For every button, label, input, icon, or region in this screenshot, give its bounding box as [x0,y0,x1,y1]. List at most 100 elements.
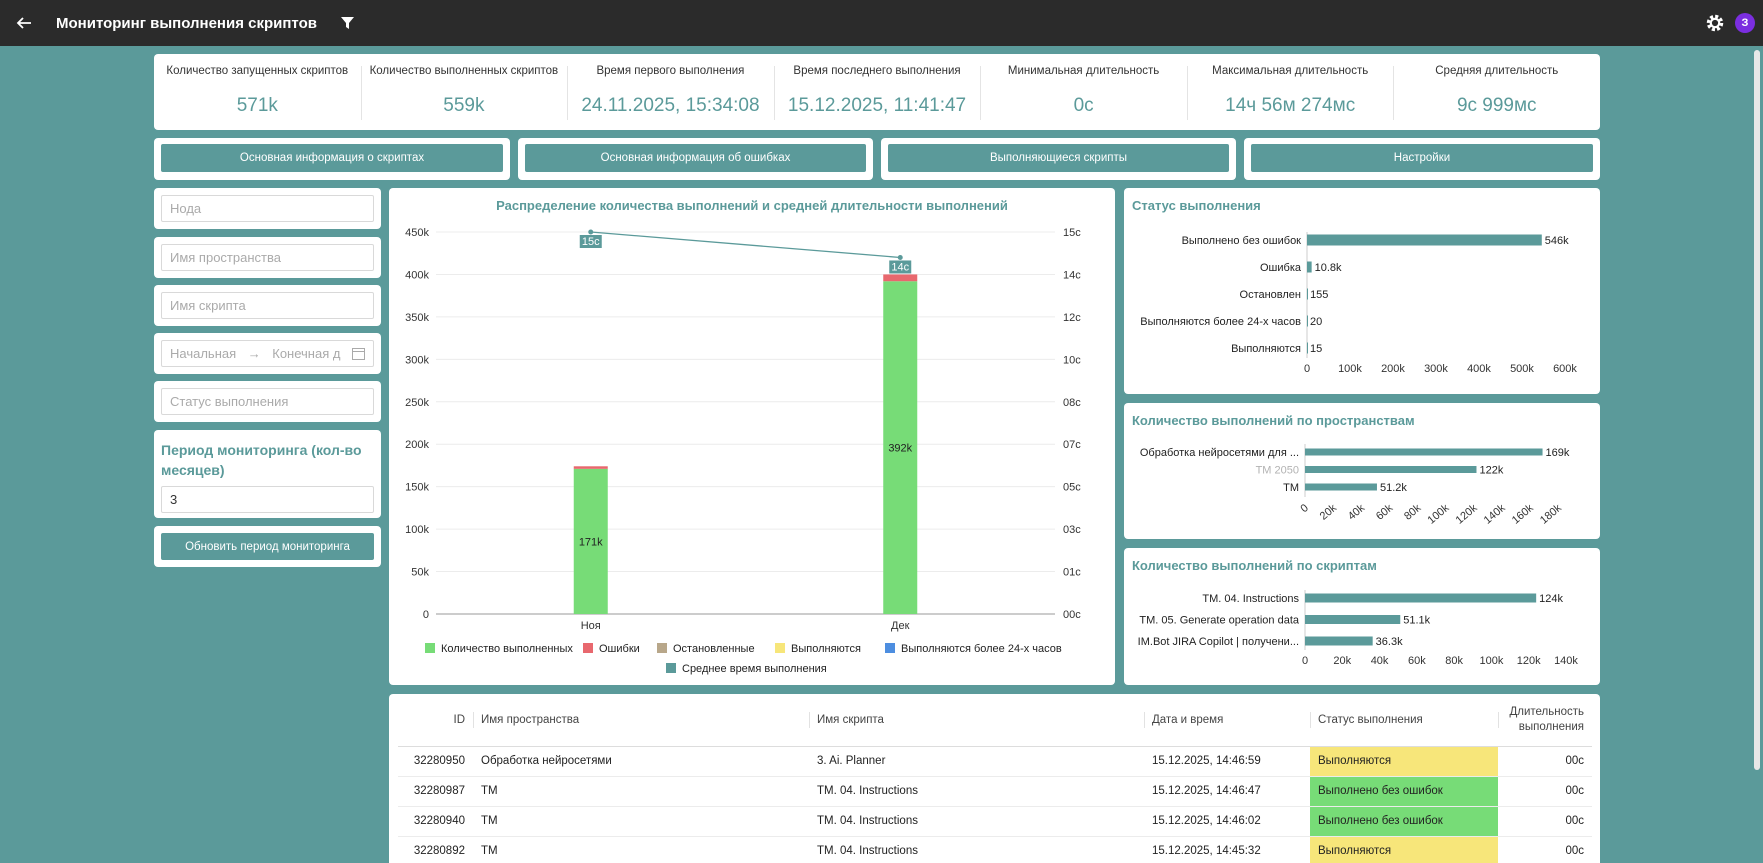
back-arrow-icon[interactable] [2,0,46,46]
bar-value-label: 10.8k [1315,262,1342,274]
nav-button-errors-info[interactable]: Основная информация об ошибках [525,144,866,172]
line-value-label: 14с [891,261,909,273]
bar-value-label: 124k [1539,593,1563,605]
chart-title: Статус выполнения [1132,198,1261,213]
category-label: Выполняются [1231,343,1301,355]
table-row[interactable]: 32280892 TM TM. 04. Instructions 15.12.2025… [398,836,1592,863]
x-tick-label: 100k [1479,655,1503,667]
bar-value-label: 36.3k [1376,636,1403,648]
bar-value-label: 155 [1310,289,1328,301]
node-input[interactable]: Нода [161,195,374,222]
col-space[interactable]: Имя пространства [473,694,809,747]
y-tick-label: 250k [405,397,429,409]
avg-duration-line [590,231,901,259]
cell-datetime: 15.12.2025, 14:46:59 [1144,746,1310,777]
y-tick-label: 200k [405,439,429,451]
space-filter-card: Имя пространства [154,237,381,278]
category-label: Ошибка [1260,262,1302,274]
stat-first-run: Время первого выполнения 24.11.2025, 15:3… [567,54,774,130]
x-tick-label: 60k [1408,655,1426,667]
table-row[interactable]: 32280940 TM TM. 04. Instructions 15.12.2025… [398,806,1592,837]
line-point [897,254,903,260]
legend-swatch [885,643,895,653]
filter-icon[interactable] [339,14,357,32]
bar [1307,234,1542,246]
cell-script: TM. 04. Instructions [809,806,1144,837]
x-tick-label: 20k [1318,502,1340,523]
date-range-picker[interactable]: Начальная → Конечная д [161,340,374,367]
stat-avg-duration: Средняя длительность 9с 999мс [1393,54,1600,130]
cell-space: Обработка нейросетями [473,746,809,777]
nav-button-scripts-info[interactable]: Основная информация о скриптах [161,144,503,172]
cell-script: 3. Ai. Planner [809,746,1144,777]
x-tick-label: Дек [891,620,910,632]
col-id[interactable]: ID [398,694,473,747]
y-tick-label: 300k [405,354,429,366]
date-end-input[interactable]: Конечная д [272,346,341,361]
bar [1305,448,1543,456]
cell-duration: 00с [1498,806,1592,837]
col-script[interactable]: Имя скрипта [809,694,1144,747]
script-filter-card: Имя скрипта [154,285,381,326]
x-tick-label: Ноя [581,620,601,632]
nav-button-running-scripts[interactable]: Выполняющиеся скрипты [888,144,1229,172]
cell-space: TM [473,776,809,807]
cell-status: Выполняются [1310,746,1498,777]
col-datetime[interactable]: Дата и время [1144,694,1310,747]
calendar-icon[interactable] [352,347,365,360]
x-tick-label: 100k [1425,502,1451,527]
scripts-chart-card: Количество выполнений по скриптам TM. 04.… [1124,548,1600,685]
category-label: Выполняются более 24-х часов [1140,316,1301,328]
legend-swatch [775,643,785,653]
bar [1305,466,1477,473]
bar-value-label: 122k [1479,465,1503,477]
page-scrollbar[interactable] [1754,50,1760,770]
category-label: TM. 05. Generate operation data [1139,615,1299,627]
y-tick-label: 100k [405,524,429,536]
nav-wrap-running: Выполняющиеся скрипты [881,138,1236,180]
x-tick-label: 120k [1454,502,1480,527]
x-tick-label: 160k [1510,502,1536,527]
cell-status: Выполнено без ошибок [1310,776,1498,807]
period-input[interactable]: 3 [161,486,374,513]
cell-script: TM. 04. Instructions [809,836,1144,863]
nav-wrap-settings: Настройки [1244,138,1600,180]
cell-duration: 00с [1498,776,1592,807]
table-row[interactable]: 32280987 TM TM. 04. Instructions 15.12.2025… [398,776,1592,807]
bar-value-label: 392k [888,443,912,455]
bar [1305,593,1537,603]
y2-tick-label: 03с [1063,524,1081,536]
y2-tick-label: 12с [1063,312,1081,324]
table-row[interactable]: 32280950 Обработка нейросетями 3. Ai. Plan… [398,746,1592,777]
update-period-button[interactable]: Обновить период мониторинга [161,533,374,560]
avatar[interactable]: З [1735,13,1755,33]
y2-tick-label: 10с [1063,354,1081,366]
chart-title: Количество выполнений по скриптам [1132,558,1377,573]
bar-segment [883,281,918,614]
space-name-input[interactable]: Имя пространства [161,244,374,271]
legend-item: Ошибки [599,643,640,655]
gear-icon[interactable] [1705,13,1725,33]
stat-max-duration: Максимальная длительность 14ч 56м 274мс [1186,54,1394,130]
spaces-chart: Количество выполнений по пространствам Об… [1132,413,1570,527]
col-duration[interactable]: Длительность выполнения [1498,694,1592,747]
distribution-chart: Распределение количества выполнений и ср… [405,198,1081,675]
status-input[interactable]: Статус выполнения [161,388,374,415]
status-chart: Статус выполнения Выполнено без ошибок 546… [1132,198,1577,375]
script-name-input[interactable]: Имя скрипта [161,292,374,319]
x-tick-label: 140k [1482,502,1508,527]
y-tick-label: 150k [405,482,429,494]
status-filter-card: Статус выполнения [154,381,381,422]
stat-last-run: Время последнего выполнения 15.12.2025, 1… [773,54,981,130]
legend-swatch [583,643,593,653]
y-tick-label: 350k [405,312,429,324]
bar-segment [883,274,918,282]
nav-button-settings[interactable]: Настройки [1251,144,1593,172]
x-tick-label: 20k [1333,655,1351,667]
bar-segment [573,466,608,469]
y-tick-label: 450k [405,227,429,239]
col-status[interactable]: Статус выполнения [1310,694,1498,747]
cell-id: 32280892 [398,836,473,863]
date-start-input[interactable]: Начальная [170,346,237,361]
scripts-chart: Количество выполнений по скриптам TM. 04.… [1132,558,1578,667]
